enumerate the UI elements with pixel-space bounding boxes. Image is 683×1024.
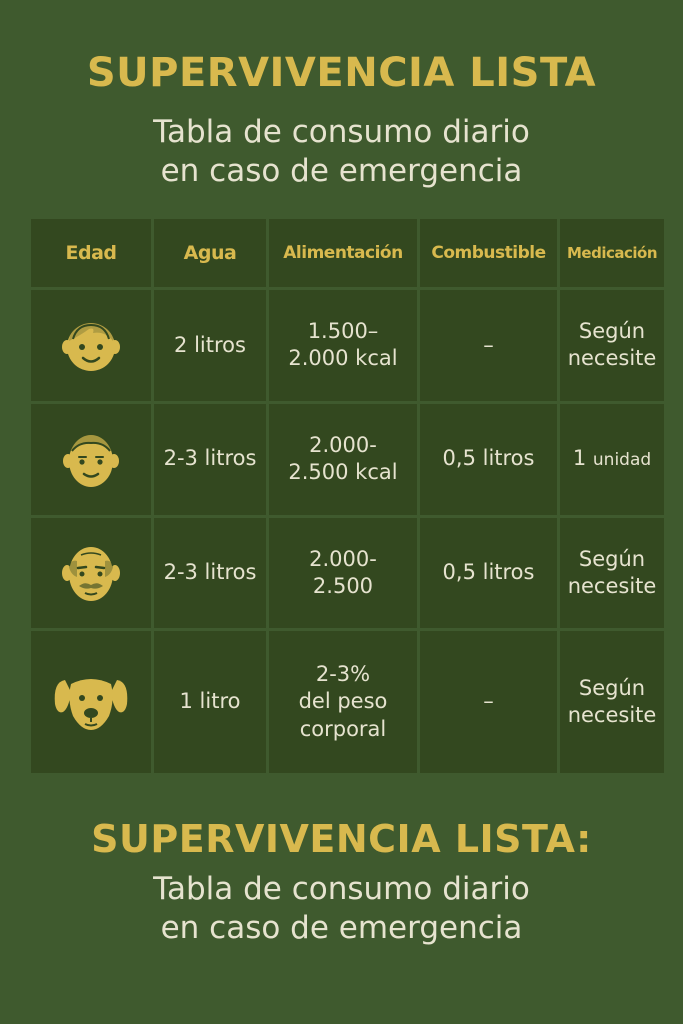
agua-cell: 1 litro (154, 631, 266, 773)
combustible-cell: 0,5 litros (420, 517, 557, 629)
column-header-combustible: Combustible (420, 219, 557, 287)
page-subtitle: Tabla de consumo diario en caso de emerg… (153, 114, 530, 189)
alimentacion-cell: 1.500– 2.000 kcal (269, 290, 417, 401)
table-row: 1 litro 2-3% del peso corporal – Según n… (31, 631, 664, 773)
table-row: 2 litros 1.500– 2.000 kcal – Según neces… (31, 290, 664, 401)
agua-cell: 2-3 litros (154, 403, 266, 515)
alimentacion-cell: 2-3% del peso corporal (269, 631, 417, 773)
medicacion-cell: Según necesite (560, 517, 664, 629)
footer-title: SUPERVIVENCIA LISTA: (91, 817, 592, 861)
adult-face-icon (63, 435, 119, 488)
table-header-row: Edad Agua Alimentación Combustible Medic… (31, 219, 664, 287)
age-cell (31, 403, 151, 515)
combustible-cell: – (420, 631, 557, 773)
medicacion-cell: 1 unidad (560, 403, 664, 515)
consumption-table: Edad Agua Alimentación Combustible Medic… (28, 216, 667, 776)
child-face-icon (62, 320, 120, 372)
combustible-cell: 0,5 litros (420, 403, 557, 515)
dog-face-icon (54, 679, 128, 731)
footer-subtitle: Tabla de consumo diario en caso de emerg… (153, 871, 530, 946)
medicacion-cell: Según necesite (560, 631, 664, 773)
agua-cell: 2 litros (154, 290, 266, 401)
page-title: SUPERVIVENCIA LISTA (86, 50, 597, 96)
elderly-face-icon (62, 546, 120, 601)
alimentacion-cell: 2.000- 2.500 kcal (269, 403, 417, 515)
age-cell (31, 517, 151, 629)
agua-cell: 2-3 litros (154, 517, 266, 629)
table-row: 2-3 litros 2.000- 2.500 kcal 0,5 litros … (31, 403, 664, 515)
column-header-agua: Agua (154, 219, 266, 287)
age-cell (31, 290, 151, 401)
column-header-medicacion: Medicación (560, 219, 664, 287)
column-header-alimentacion: Alimentación (269, 219, 417, 287)
table-row: 2-3 litros 2.000- 2.500 0,5 litros Según… (31, 517, 664, 629)
combustible-cell: – (420, 290, 557, 401)
column-header-edad: Edad (31, 219, 151, 287)
alimentacion-cell: 2.000- 2.500 (269, 517, 417, 629)
medicacion-cell: Según necesite (560, 290, 664, 401)
age-cell (31, 631, 151, 773)
